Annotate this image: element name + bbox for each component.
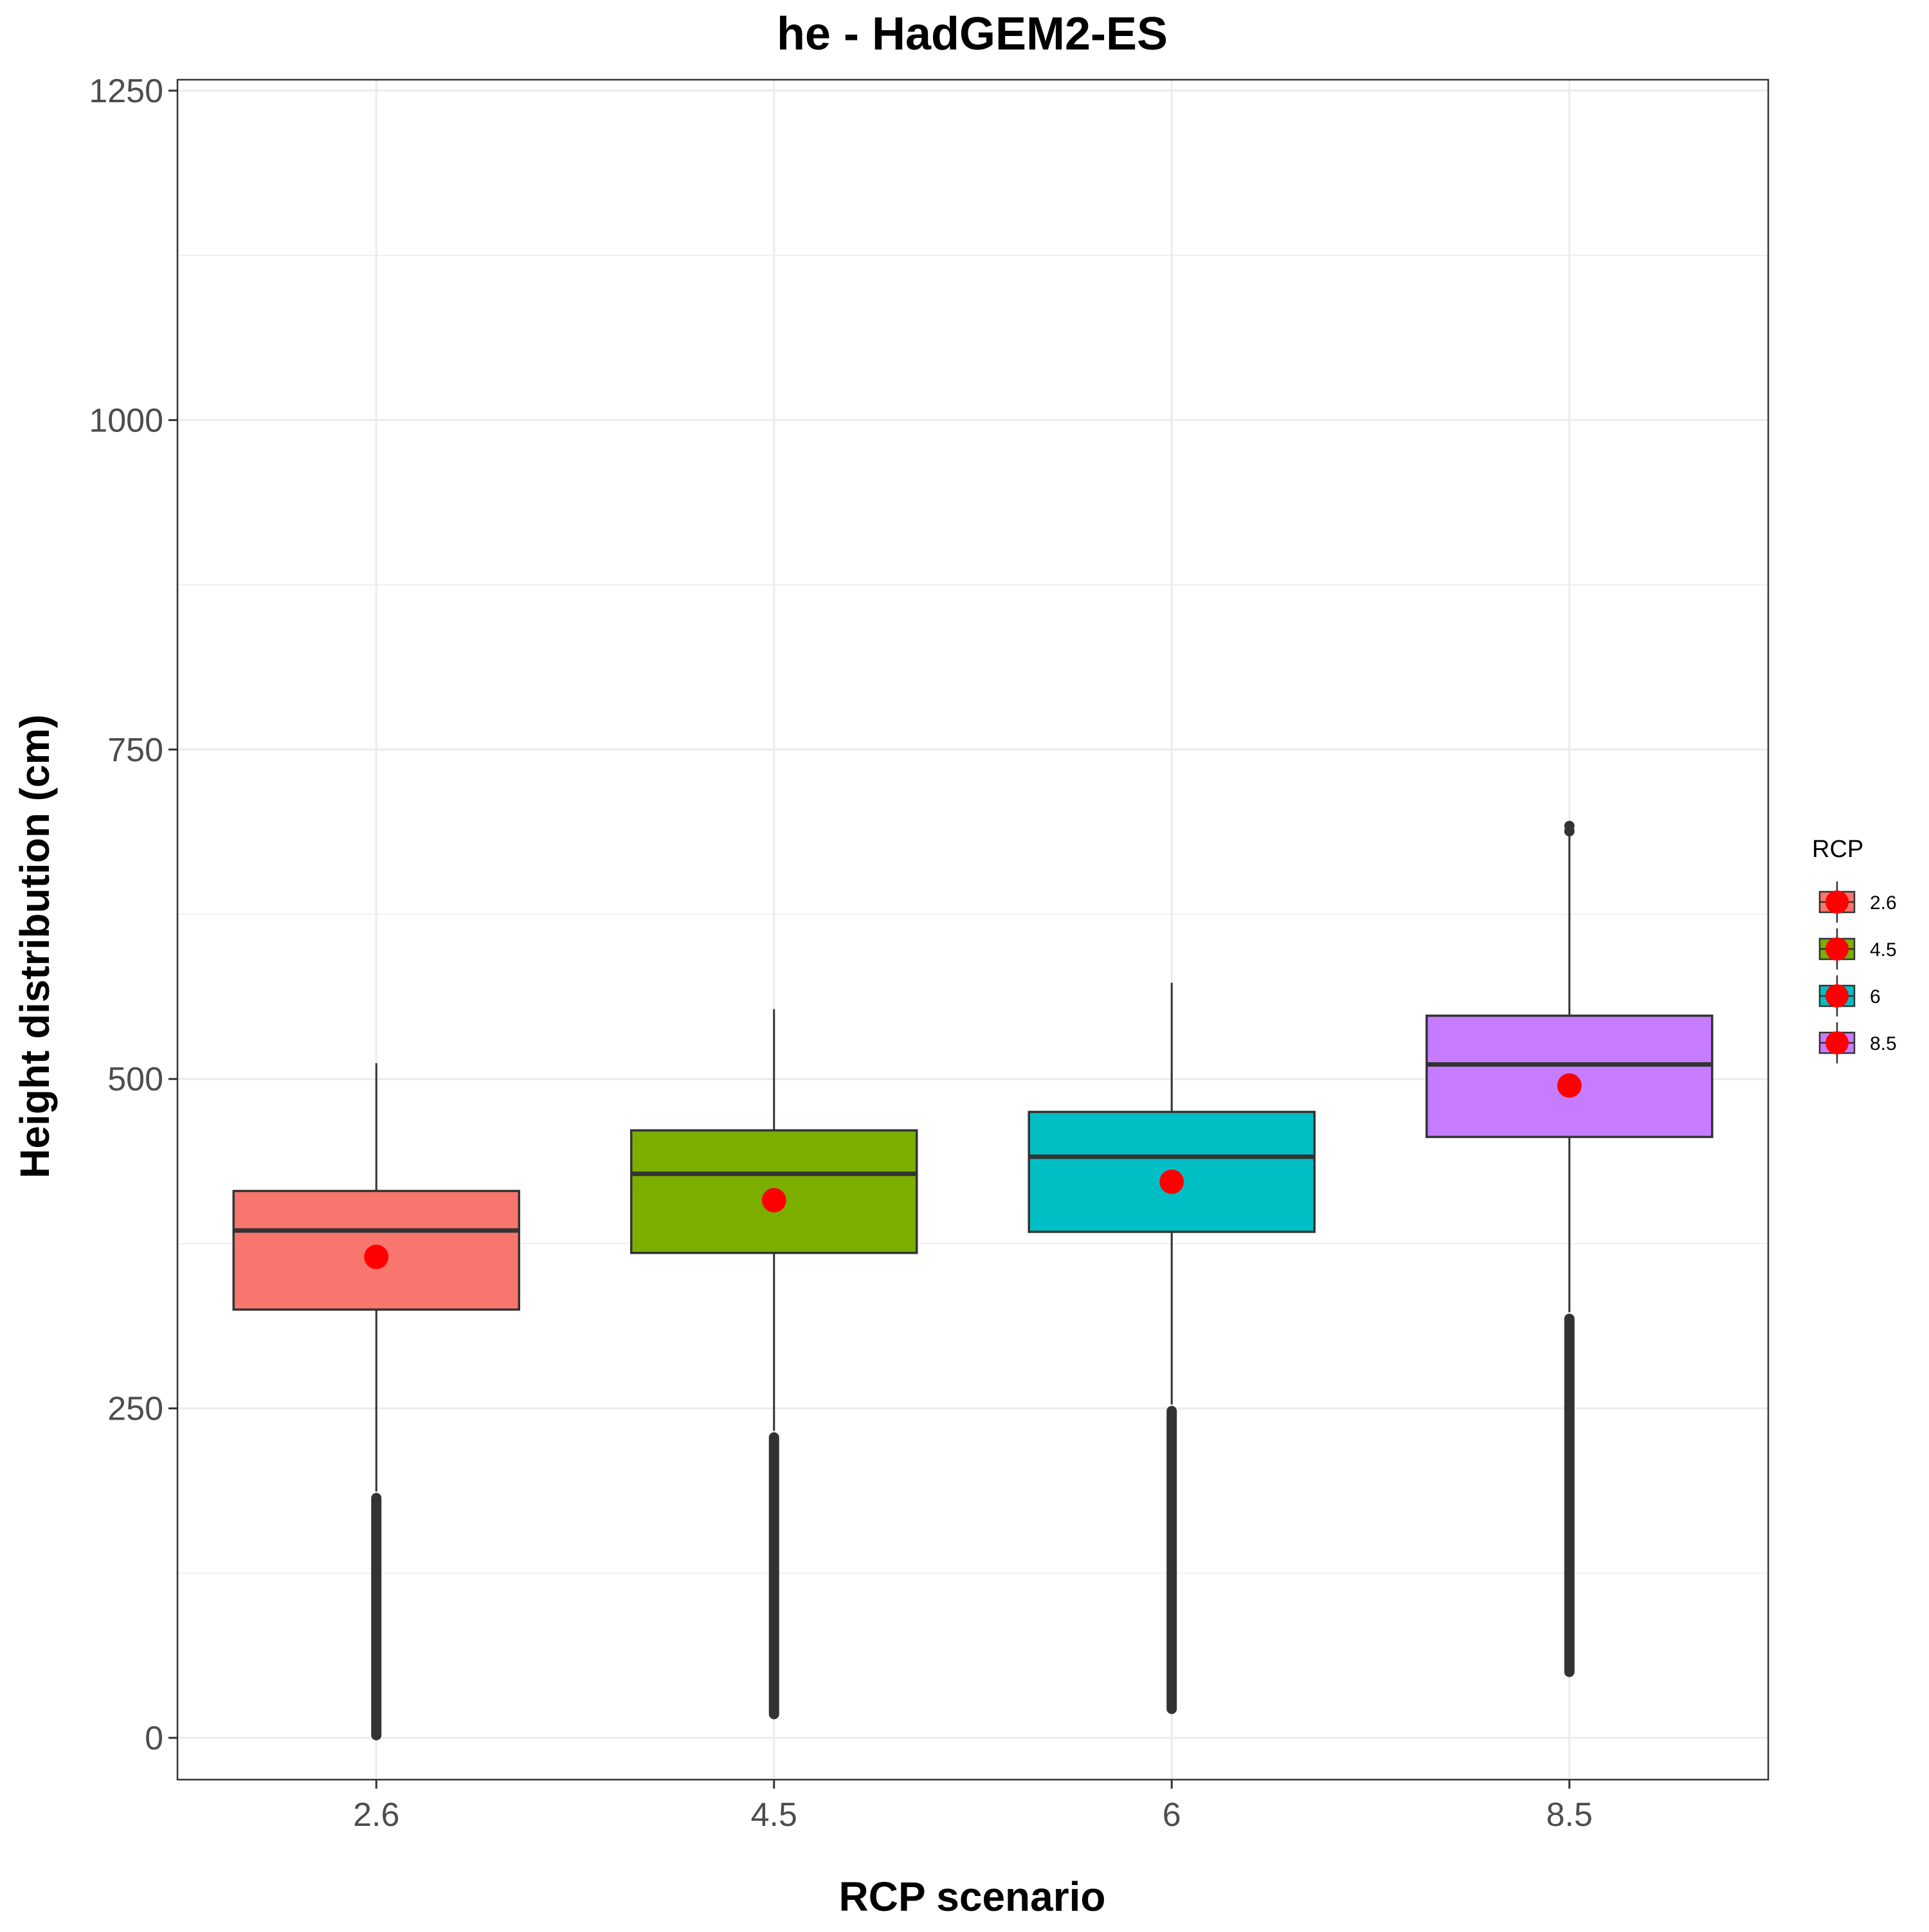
y-tick-label: 500 bbox=[107, 1061, 163, 1098]
legend-item-2-6: 2.6 bbox=[1818, 881, 1897, 923]
y-tick-label: 0 bbox=[145, 1720, 163, 1757]
legend-key-mean bbox=[1825, 984, 1849, 1007]
mean-point bbox=[1557, 1073, 1582, 1098]
box-group-6 bbox=[1028, 982, 1316, 1714]
legend-title: RCP bbox=[1812, 836, 1863, 863]
legend-label: 2.6 bbox=[1870, 892, 1897, 914]
box-group-8-5 bbox=[1426, 820, 1714, 1677]
legend-entries: 2.6 4.5 6 8.5 bbox=[1818, 881, 1897, 1063]
y-axis-title: Height distribution (cm) bbox=[12, 714, 58, 1178]
legend-item-8-5: 8.5 bbox=[1818, 1022, 1897, 1063]
legend-key-mean bbox=[1825, 937, 1849, 961]
legend-key-mean bbox=[1825, 890, 1849, 914]
box-group-2-6 bbox=[232, 1063, 520, 1740]
y-tick-label: 1000 bbox=[89, 402, 163, 439]
mean-point bbox=[1159, 1169, 1184, 1195]
legend-label: 8.5 bbox=[1870, 1033, 1897, 1054]
legend-label: 6 bbox=[1870, 986, 1881, 1007]
x-tick-label: 4.5 bbox=[751, 1796, 797, 1834]
x-tick-label: 6 bbox=[1163, 1796, 1181, 1834]
legend-key-mean bbox=[1825, 1031, 1849, 1054]
chart-title: he - HadGEM2-ES bbox=[777, 8, 1168, 60]
axes: 0 250 500 750 1000 1250 2.6 4.5 6 8.5 bbox=[89, 73, 1593, 1834]
box-group-4-5 bbox=[630, 1009, 918, 1720]
legend-item-6: 6 bbox=[1818, 975, 1881, 1016]
boxplots bbox=[232, 820, 1714, 1740]
legend-item-4-5: 4.5 bbox=[1818, 928, 1897, 970]
mean-point bbox=[761, 1187, 786, 1213]
panel-border bbox=[176, 78, 1770, 1781]
mean-point bbox=[364, 1244, 389, 1269]
x-tick-label: 2.6 bbox=[353, 1796, 399, 1834]
outlier-point bbox=[1564, 820, 1575, 831]
y-tick-label: 750 bbox=[107, 732, 163, 769]
legend-label: 4.5 bbox=[1870, 939, 1897, 961]
y-tick-label: 250 bbox=[107, 1391, 163, 1428]
x-axis-title: RCP scenario bbox=[839, 1873, 1106, 1920]
y-tick-label: 1250 bbox=[89, 73, 163, 110]
legend: RCP 2.6 4.5 6 8.5 bbox=[1812, 836, 1897, 1063]
x-tick-label: 8.5 bbox=[1546, 1796, 1593, 1834]
